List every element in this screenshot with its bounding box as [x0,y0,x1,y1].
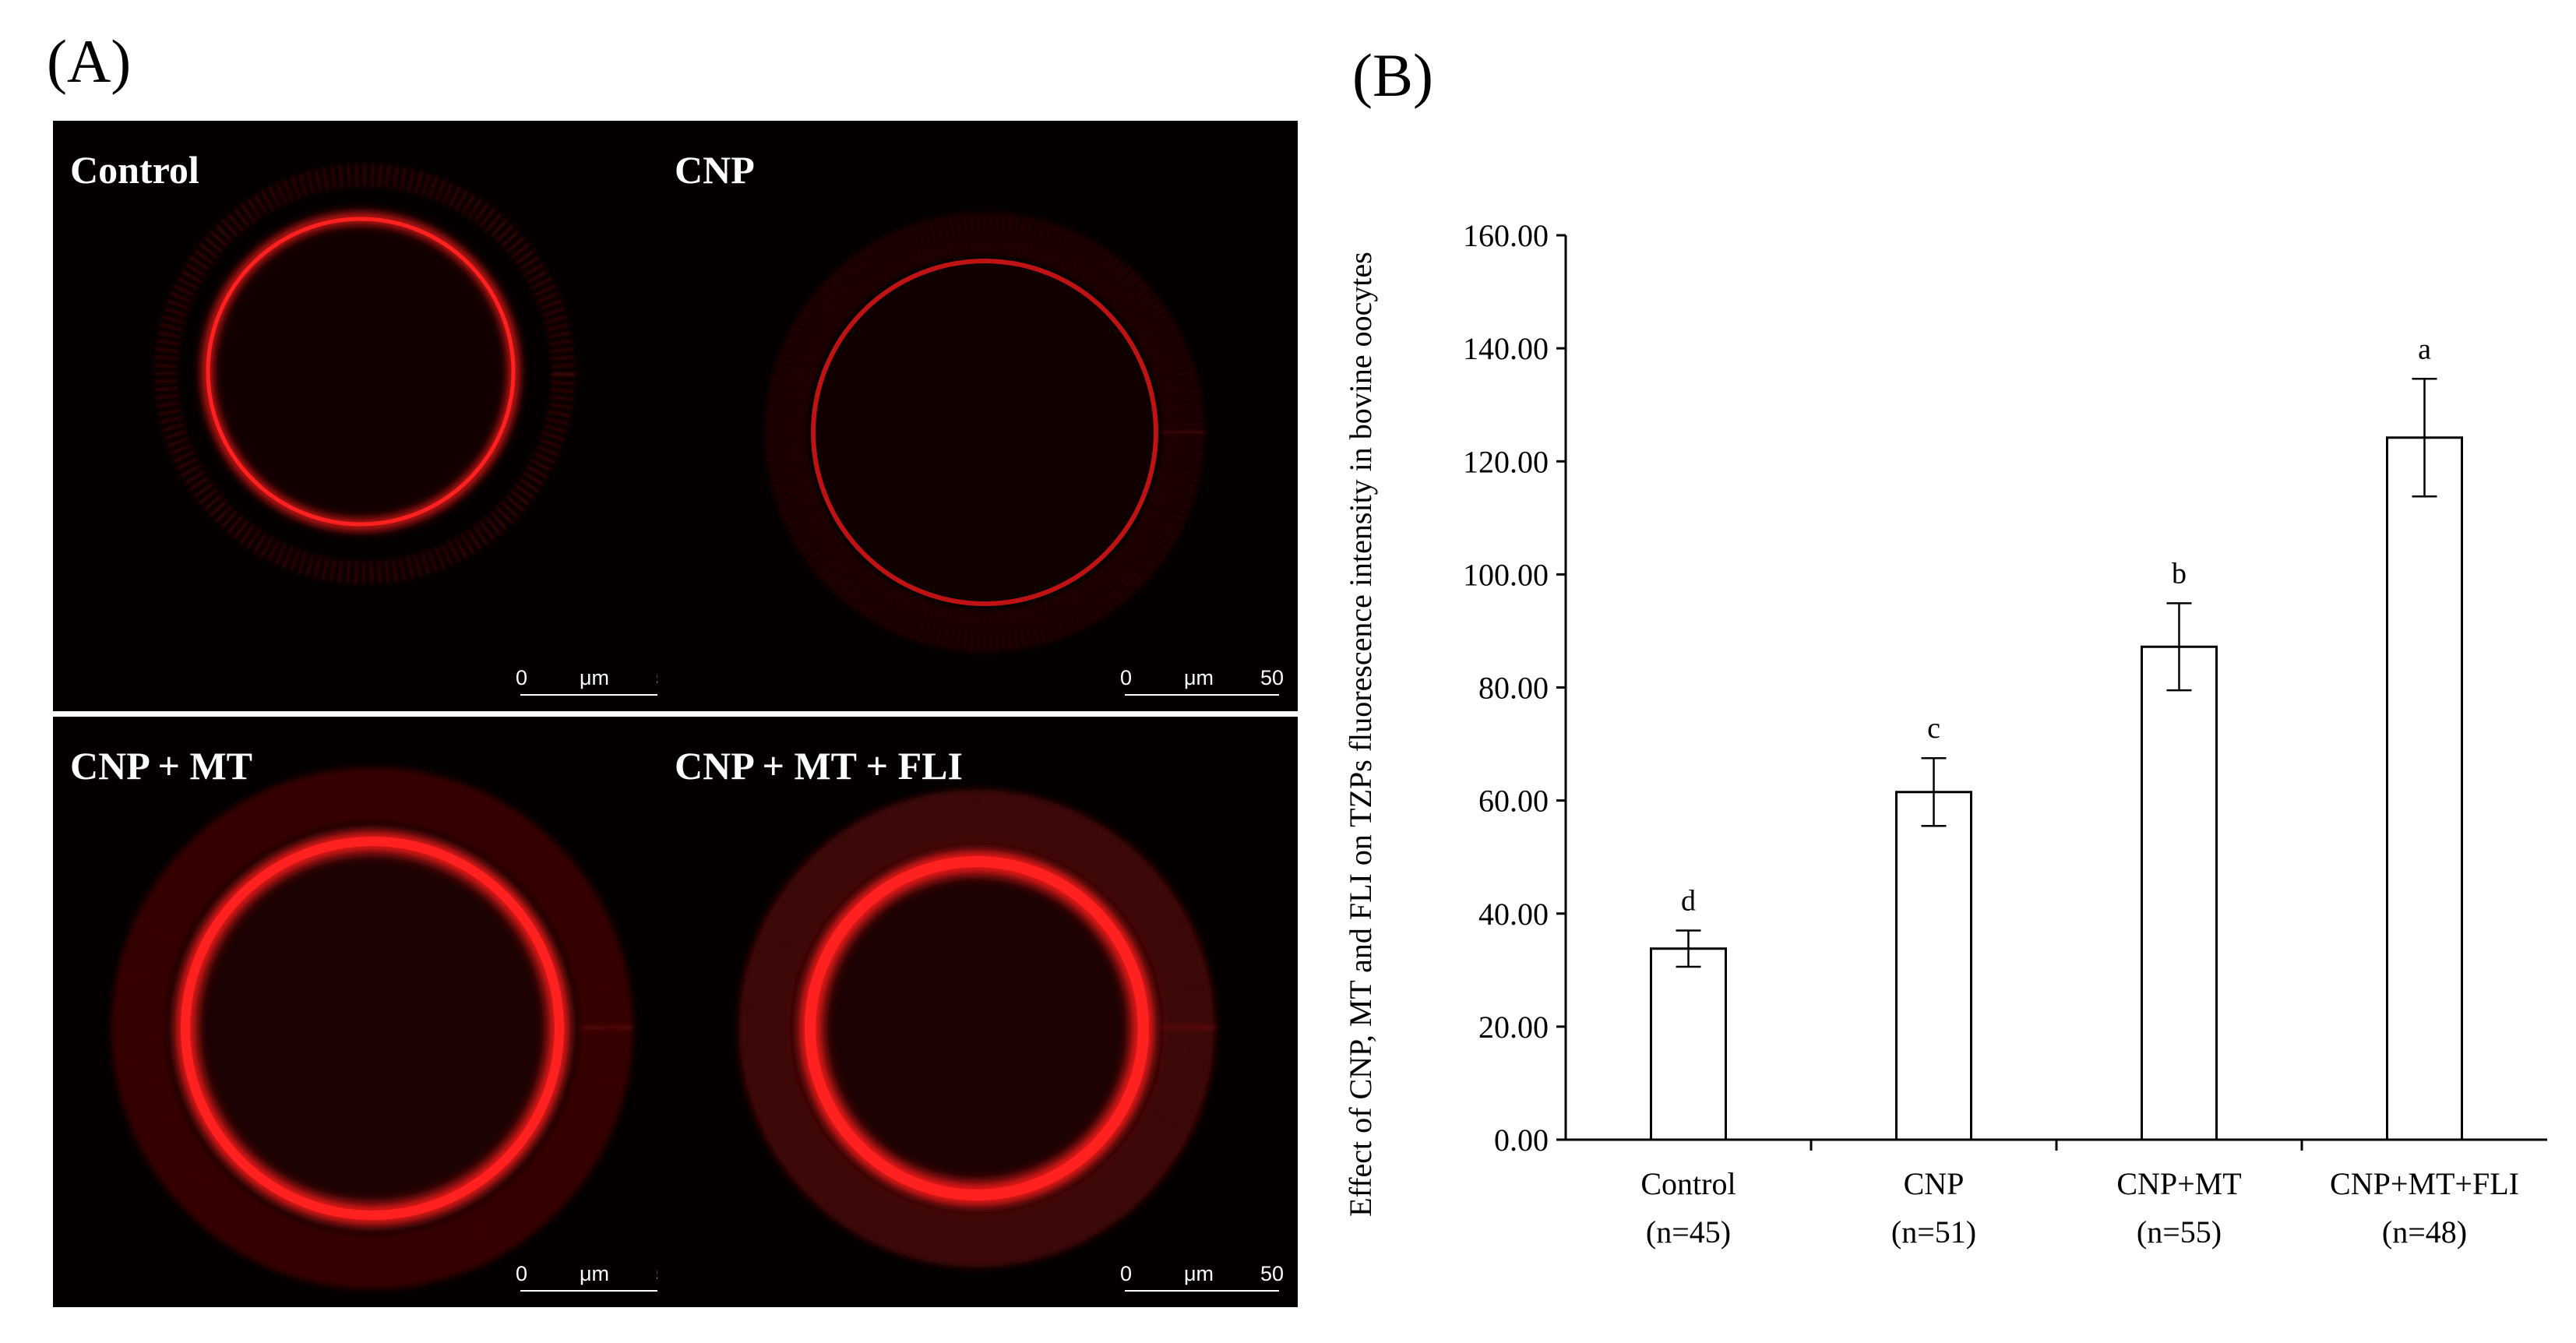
micrograph-cnp: CNP 0 μm 50 [657,121,1298,711]
scale-zero: 0 [1120,1262,1133,1285]
scale-zero: 0 [516,1262,528,1285]
scale-bar: 0 μm 50 [516,666,679,697]
scale-zero: 0 [516,666,528,689]
significance-label: c [1927,712,1940,745]
micrograph-title: CNP + MT [70,744,253,788]
scale-value: 50 [1260,666,1284,689]
y-tick-label: 160.00 [1463,218,1549,253]
scale-line [520,694,675,696]
scale-unit: μm [580,1262,610,1285]
y-tick-label: 120.00 [1463,444,1549,479]
scale-bar: 0 μm 50 [516,1262,679,1293]
panel-a-label: (A) [47,27,132,95]
micrograph-cnp-mt: CNP + MT 0 μm 50 [53,717,693,1307]
y-tick-label: 140.00 [1463,331,1549,366]
oocyte-cnp-mt-image [111,767,633,1289]
bar [2386,436,2463,1141]
sample-size-label: (n=45) [1646,1214,1731,1250]
bar [1650,947,1727,1141]
y-tick-label: 0.00 [1494,1123,1549,1158]
significance-label: d [1681,885,1696,918]
scale-value: 50 [1260,1262,1284,1285]
y-tick-label: 60.00 [1478,784,1549,819]
scale-unit: μm [580,666,610,689]
panel-b-label: (B) [1352,41,1433,109]
y-tick-label: 20.00 [1478,1010,1549,1045]
x-tick-label: Control [1640,1166,1736,1201]
micrograph-title: CNP [675,148,755,192]
oocyte-control-image [154,164,575,584]
y-tick-label: 80.00 [1478,671,1549,706]
sample-size-label: (n=51) [1891,1214,1976,1250]
scale-unit: μm [1184,1262,1214,1285]
significance-label: a [2418,333,2431,365]
micrograph-title: CNP + MT + FLI [675,744,963,788]
scale-bar: 0 μm 50 [1120,666,1284,697]
scale-line [520,1290,675,1292]
scale-bar: 0 μm 50 [1120,1262,1284,1293]
scale-line [1125,1290,1279,1292]
y-tick-label: 40.00 [1478,897,1549,932]
sample-size-label: (n=48) [2382,1214,2467,1250]
oocyte-cnp-mt-fli-image [738,789,1216,1267]
micrograph-cnp-mt-fli: CNP + MT + FLI 0 μm 50 [657,717,1298,1307]
scale-zero: 0 [1120,666,1133,689]
micrograph-title: Control [70,148,199,192]
scale-line [1125,694,1279,696]
y-tick-label: 100.00 [1463,557,1549,592]
sample-size-label: (n=55) [2137,1214,2222,1250]
significance-label: b [2172,557,2187,590]
x-tick-label: CNP+MT [2116,1166,2241,1201]
oocyte-cnp-image [764,212,1205,653]
x-tick-label: CNP [1904,1166,1965,1201]
bar [2141,645,2218,1141]
y-axis-label: Effect of CNP, MT and FLI on TZPs fluore… [1343,252,1378,1217]
bar [1895,791,1972,1141]
micrograph-control: Control 0 μm 50 [53,121,693,711]
bar-chart: 0.00 20.00 40.00 60.00 80.00 100.00 120.00 140.… [1343,218,2547,1250]
x-tick-label: CNP+MT+FLI [2330,1166,2519,1201]
scale-unit: μm [1184,666,1214,689]
